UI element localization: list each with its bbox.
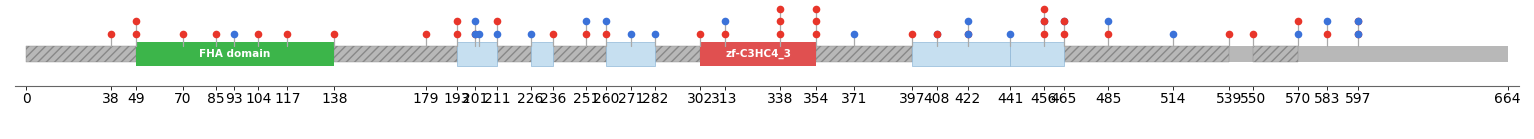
Text: zf-C3HC4_3: zf-C3HC4_3 [726,49,792,59]
Bar [497,46,531,62]
Bar [700,42,816,66]
Bar [137,42,334,66]
Bar [606,42,655,66]
Bar [552,46,606,62]
Bar [334,46,457,62]
Bar [913,42,1009,66]
Text: FHA domain: FHA domain [199,49,270,59]
Bar [26,46,1508,62]
Bar [531,42,552,66]
Bar [1009,46,1043,62]
Bar [816,46,913,62]
Bar [655,46,700,62]
Bar [1063,46,1229,62]
Bar [1009,42,1063,66]
Bar [457,42,497,66]
Bar [26,46,137,62]
Bar [1253,46,1298,62]
